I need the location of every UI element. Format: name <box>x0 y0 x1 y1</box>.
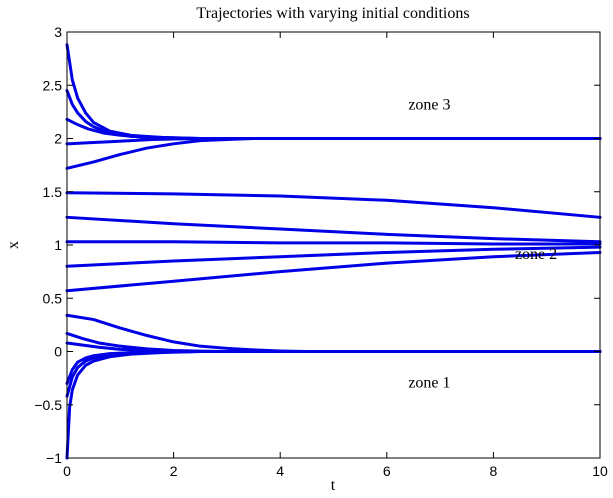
y-tick-label: 0.5 <box>43 290 63 306</box>
trajectory-line-9 <box>65 245 602 268</box>
y-tick-label: 2 <box>54 131 62 147</box>
y-tick-label: 3 <box>54 24 62 40</box>
trajectory-line-1 <box>65 43 602 140</box>
trajectory-line-14 <box>65 350 602 385</box>
zone-annotation: zone 2 <box>515 246 557 263</box>
trajectory-line-2 <box>65 89 602 140</box>
y-tick-label: 1.5 <box>43 184 63 200</box>
x-tick-label: 0 <box>63 463 71 479</box>
y-tick-label: 0 <box>54 344 62 360</box>
trajectory-line-16 <box>65 350 602 460</box>
series-layer <box>65 43 602 460</box>
x-tick-label: 4 <box>276 463 284 479</box>
zone-annotation: zone 1 <box>408 375 450 392</box>
x-tick-label: 10 <box>592 463 608 479</box>
x-tick-label: 6 <box>383 463 391 479</box>
y-tick-label: −0.5 <box>34 397 62 413</box>
x-tick-label: 8 <box>490 463 498 479</box>
ticks-layer: 0 2 4 6 8 10 −1 −0.5 0 0.5 1 1.5 2 2.5 3 <box>34 24 608 479</box>
trajectory-line-8 <box>65 240 602 246</box>
y-tick-label: 2.5 <box>43 77 63 93</box>
annotations-layer: zone 3 zone 2 zone 1 <box>408 97 557 392</box>
y-tick-label: −1 <box>46 450 62 466</box>
x-axis-label: t <box>331 477 336 494</box>
trajectory-line-7 <box>65 215 602 244</box>
y-tick-label: 1 <box>54 237 62 253</box>
trajectory-line-10 <box>65 250 602 293</box>
trajectory-line-15 <box>65 350 602 398</box>
trajectory-line-11 <box>65 313 602 353</box>
trajectory-line-5 <box>65 137 602 170</box>
zone-annotation: zone 3 <box>408 97 450 114</box>
chart-title: Trajectories with varying initial condit… <box>196 5 469 22</box>
trajectory-line-6 <box>65 191 602 219</box>
x-tick-label: 2 <box>170 463 178 479</box>
y-axis-label: x <box>5 241 22 249</box>
